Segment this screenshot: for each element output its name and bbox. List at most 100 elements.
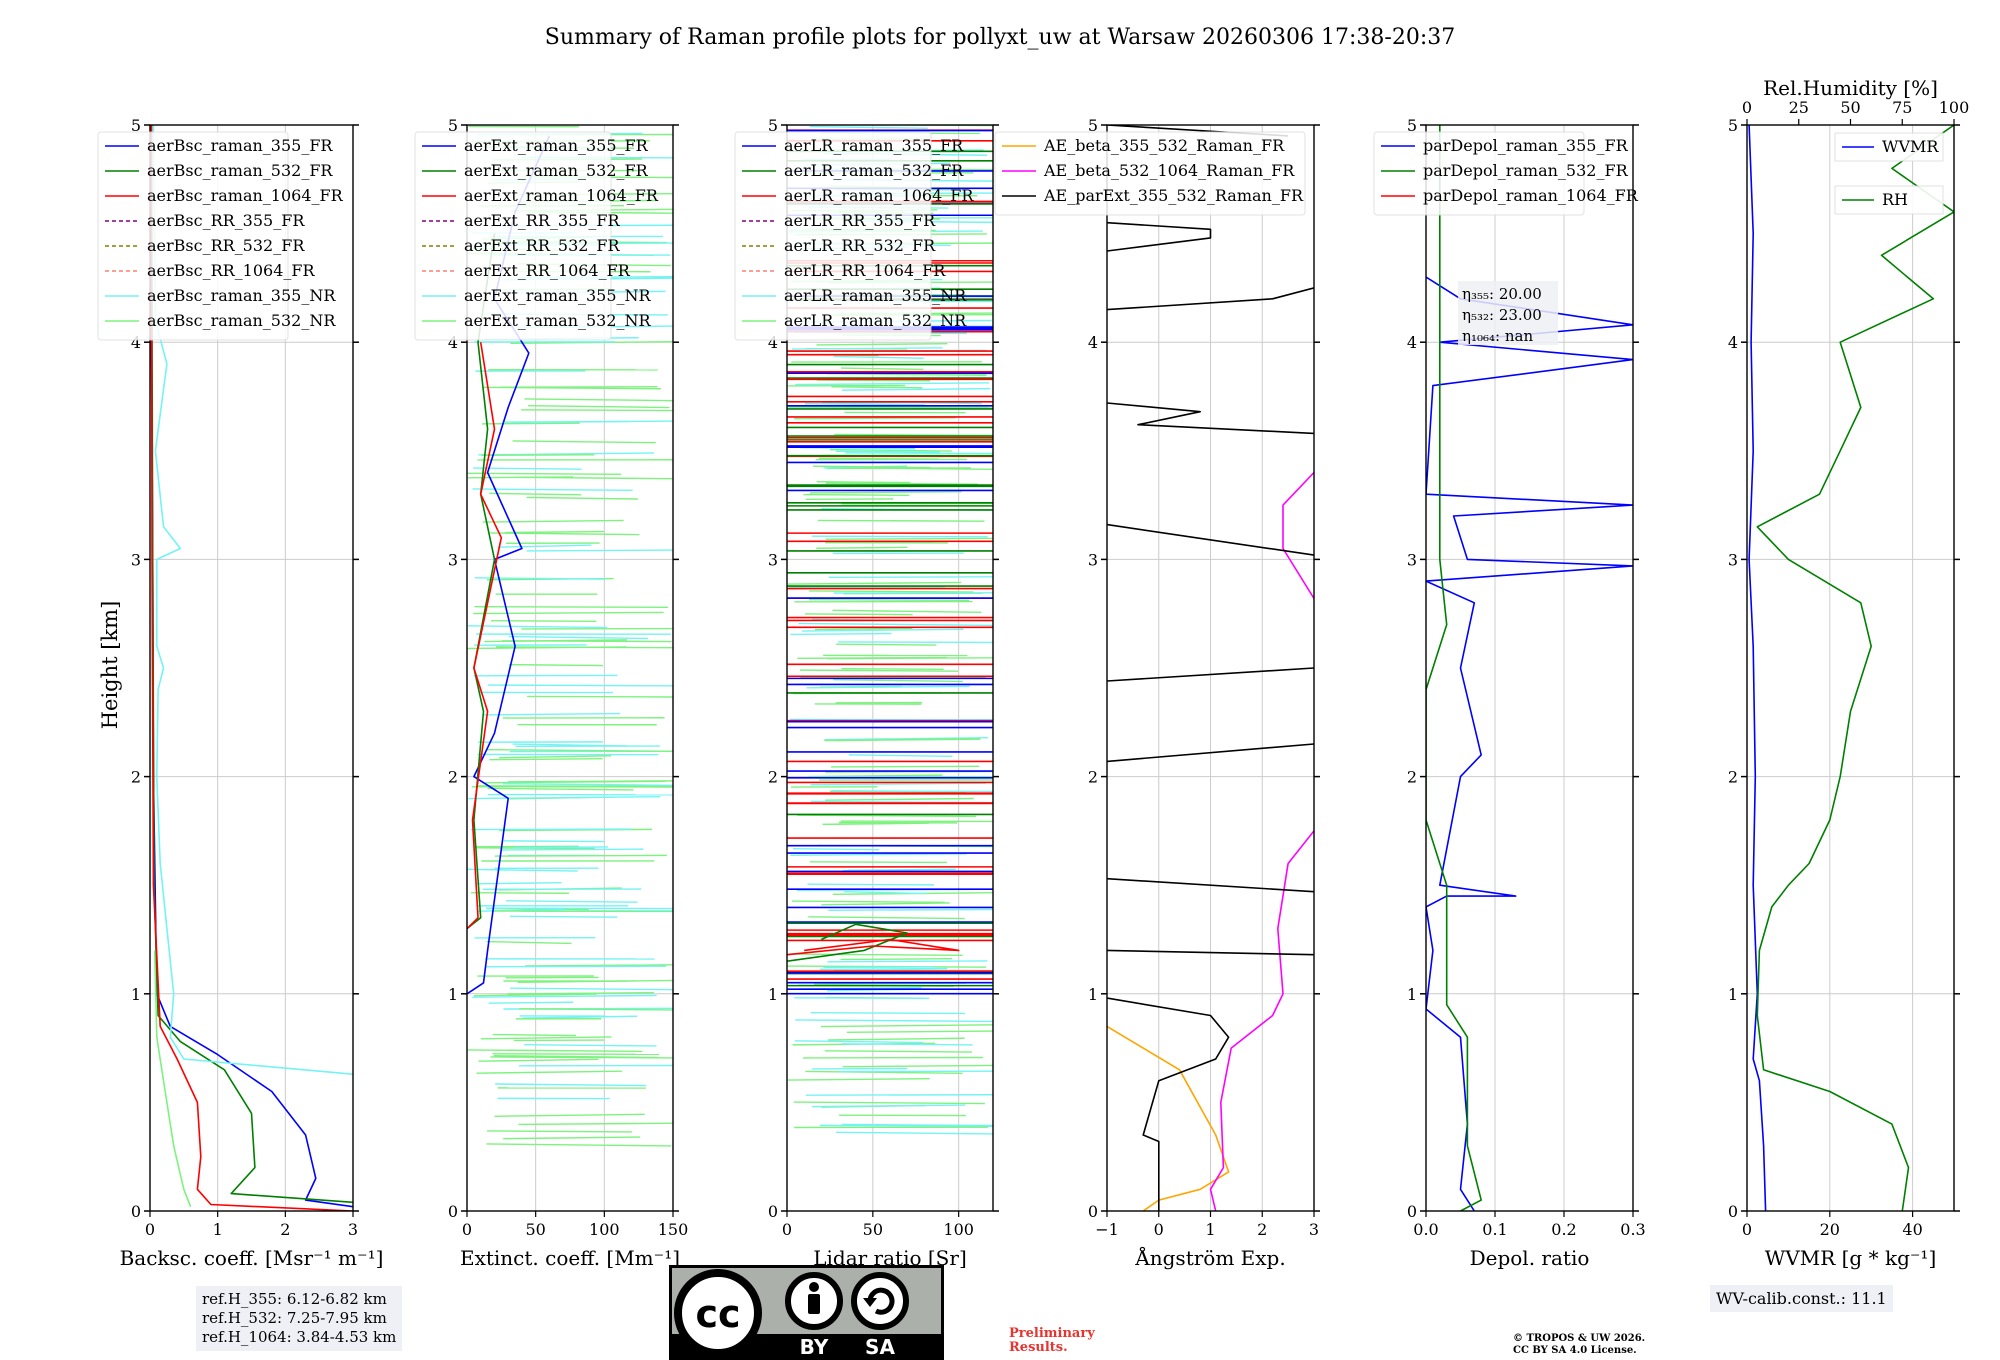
copyright-line-1: © TROPOS & UW 2026. xyxy=(1513,1333,1646,1344)
nr-profile-segment xyxy=(502,783,673,786)
nr-profile-segment xyxy=(821,902,950,906)
axes-frame xyxy=(786,124,994,1212)
top-x-tick-label: 0 xyxy=(1742,98,1752,117)
nr-profile-segment xyxy=(831,386,923,389)
y-tick-label: 0 xyxy=(1728,1202,1738,1221)
x-tick-label: 0.0 xyxy=(1413,1220,1438,1239)
series-line-ae-parext-355-532-raman-fr-i xyxy=(1107,221,1212,252)
nr-profile-segment xyxy=(510,987,673,991)
y-tick-label: 0 xyxy=(131,1202,141,1221)
nr-profile-segment xyxy=(507,991,654,995)
y-tick-label: 5 xyxy=(1088,116,1098,135)
wv-calibration-box: WV-calib.const.: 11.1 xyxy=(1710,1285,1893,1312)
cc-license-badge[interactable]: cc BY SA xyxy=(669,1265,944,1360)
x-tick-label: 3 xyxy=(348,1220,358,1239)
nr-profile-segment xyxy=(809,861,947,864)
copyright-note: © TROPOS & UW 2026. CC BY SA 4.0 License… xyxy=(1513,1333,1645,1357)
preliminary-results-note: Preliminary Results. xyxy=(1009,1327,1095,1355)
nr-profile-segment xyxy=(807,883,935,886)
y-tick-label: 1 xyxy=(768,985,778,1004)
legend: aerBsc_raman_355_FR aerBsc_raman_532_FRae… xyxy=(97,131,344,341)
nr-profile-segment xyxy=(508,663,604,667)
nr-profile-segment xyxy=(810,1011,966,1015)
nr-profile-segment xyxy=(490,532,640,536)
nr-profile-segment xyxy=(508,635,648,640)
legend-label: aerLR_RR_355_FR xyxy=(784,211,936,230)
nr-profile-segment xyxy=(521,409,673,412)
legend-box xyxy=(414,131,612,341)
legend-box xyxy=(97,131,289,341)
nr-profile-segment xyxy=(817,519,985,522)
y-tick-label: 4 xyxy=(1088,333,1098,352)
nr-profile-segment xyxy=(809,125,928,129)
legend-label: aerExt_raman_532_NR xyxy=(464,311,652,330)
series-line-ae-parext-355-532-raman-fr xyxy=(1107,997,1230,1211)
nr-profile-segment xyxy=(816,546,908,549)
x-tick-label: 20 xyxy=(1820,1220,1840,1239)
top-x-tick-label: 25 xyxy=(1789,98,1809,117)
nr-profile-segment xyxy=(803,493,910,497)
reference-height-box: ref.H_355: 6.12-6.82 km ref.H_532: 7.25-… xyxy=(196,1286,403,1351)
nr-profile-segment xyxy=(474,605,668,609)
series-line-ae-parext-355-532-raman-fr-e xyxy=(1107,667,1314,682)
nr-profile-segment xyxy=(527,695,673,698)
nr-profile-segment xyxy=(816,342,948,346)
nr-profile-segment xyxy=(524,1043,657,1047)
nr-profile-segment xyxy=(819,1124,993,1127)
eta-532-label: η₅₃₂: 23.00 xyxy=(1462,306,1542,324)
x-axis-label: Extinct. coeff. [Mm⁻¹] xyxy=(460,1246,680,1270)
x-tick-label: 1 xyxy=(213,1220,223,1239)
nr-profile-segment xyxy=(506,900,638,903)
x-tick-label: 0 xyxy=(782,1220,792,1239)
nr-profile-segment xyxy=(486,1143,672,1147)
x-tick-label: 0 xyxy=(145,1220,155,1239)
nr-profile-segment xyxy=(808,590,974,593)
y-tick-label: 2 xyxy=(1728,768,1738,787)
legend-label: aerBsc_raman_355_NR xyxy=(147,286,336,305)
depol-annotation: η₃₅₅: 20.00 η₅₃₂: 23.00 η₁₀₆₄: nan xyxy=(1458,281,1558,345)
y-tick-label: 3 xyxy=(1407,550,1417,569)
nr-profile-segment xyxy=(528,404,670,409)
eta-355-label: η₃₅₅: 20.00 xyxy=(1462,285,1542,303)
nr-profile-segment xyxy=(477,908,565,912)
series-line-ae-beta-532-1064-raman-fr xyxy=(1209,830,1314,1211)
nr-profile-segment xyxy=(495,1083,646,1087)
x-tick-label: 0 xyxy=(1154,1220,1164,1239)
plot-area xyxy=(1426,125,1633,1211)
x-tick-label: 100 xyxy=(589,1220,620,1239)
nr-profile-segment xyxy=(824,738,973,742)
nr-profile-segment xyxy=(500,848,644,851)
nr-profile-segment xyxy=(840,958,953,961)
y-tick-label: 0 xyxy=(448,1202,458,1221)
nr-profile-segment xyxy=(507,780,673,783)
copyright-line-2: CC BY SA 4.0 License. xyxy=(1513,1345,1637,1356)
nr-profile-segment xyxy=(478,1058,599,1062)
y-tick-label: 2 xyxy=(131,768,141,787)
y-tick-label: 4 xyxy=(131,333,141,352)
series-line-ae-parext-355-532-raman-fr-h xyxy=(1107,287,1314,311)
eta-1064-label: η₁₀₆₄: nan xyxy=(1462,327,1533,345)
y-tick-label: 5 xyxy=(448,116,458,135)
y-tick-label: 2 xyxy=(1407,768,1417,787)
nr-profile-segment xyxy=(846,1030,993,1034)
depol-annotation-box xyxy=(1458,281,1558,345)
nr-profile-segment xyxy=(787,581,962,585)
legend-label: aerExt_raman_355_FR xyxy=(464,136,649,155)
series-line-aerext-raman-532-fr xyxy=(467,233,496,930)
nr-profile-segment xyxy=(824,737,989,741)
top-x-tick-label: 75 xyxy=(1892,98,1912,117)
by-person-body xyxy=(808,1294,820,1314)
x-tick-label: 0.3 xyxy=(1620,1220,1645,1239)
nr-profile-segment xyxy=(833,678,963,683)
x-tick-label: 0 xyxy=(1742,1220,1752,1239)
y-tick-label: 3 xyxy=(1088,550,1098,569)
ref-h-1064: ref.H_1064: 3.84-4.53 km xyxy=(202,1328,397,1346)
by-label: BY xyxy=(800,1335,829,1359)
nr-profile-segment xyxy=(793,1101,985,1105)
x-tick-label: −1 xyxy=(1095,1220,1119,1239)
ref-h-355: ref.H_355: 6.12-6.82 km xyxy=(202,1290,387,1308)
nr-profile-segment xyxy=(467,868,578,872)
nr-profile-segment xyxy=(808,774,943,778)
nr-profile-segment xyxy=(476,1070,622,1074)
axes-frame xyxy=(1746,124,1955,1212)
